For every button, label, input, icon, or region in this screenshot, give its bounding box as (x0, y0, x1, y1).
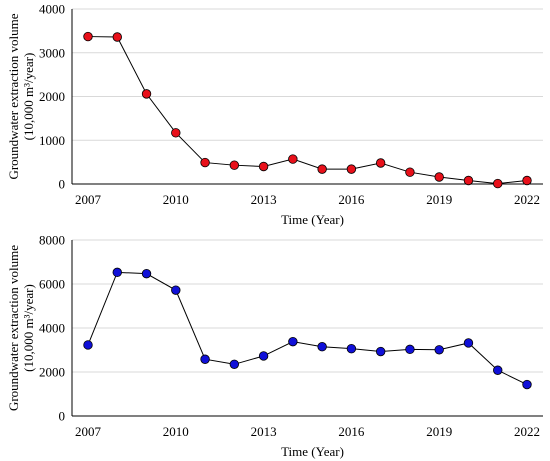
y-tick-label: 0 (59, 177, 66, 192)
y-tick-label: 3000 (39, 45, 65, 60)
x-tick-label: 2007 (75, 424, 102, 439)
series-line (87, 36, 528, 185)
x-tick-label: 2016 (338, 192, 365, 207)
data-point (346, 343, 357, 354)
y-axis-label: Groundwater extraction volume (6, 13, 21, 179)
data-point (258, 161, 269, 172)
data-point (346, 164, 357, 174)
x-tick-label: 2019 (426, 424, 452, 439)
data-point (317, 342, 327, 352)
data-point (229, 359, 240, 370)
data-point (288, 154, 298, 164)
x-tick-label: 2013 (251, 424, 277, 439)
data-point (229, 160, 240, 170)
data-point (141, 89, 152, 99)
data-point (141, 268, 152, 279)
data-point (434, 345, 444, 355)
data-point (493, 178, 503, 189)
data-point (405, 167, 415, 177)
data-point (375, 346, 386, 357)
x-tick-label: 2019 (426, 192, 452, 207)
x-tick-label: 2007 (75, 192, 102, 207)
y-tick-label: 0 (59, 409, 66, 424)
x-axis-label: Time (Year) (281, 444, 344, 459)
data-point (522, 175, 532, 186)
y-tick-label: 8000 (39, 233, 65, 248)
x-tick-label: 2010 (163, 424, 189, 439)
y-tick-label: 1000 (39, 133, 65, 148)
y-tick-label: 2000 (39, 89, 65, 104)
data-point (463, 175, 474, 186)
x-tick-label: 2010 (163, 192, 189, 207)
y-tick-label: 4000 (39, 2, 65, 17)
data-point (83, 340, 93, 350)
data-point (288, 336, 298, 347)
x-tick-label: 2022 (514, 424, 540, 439)
y-tick-label: 6000 (39, 277, 65, 292)
y-axis-label-unit: (10,000 m³/year) (21, 284, 36, 372)
data-point (171, 128, 181, 138)
data-point (434, 172, 444, 182)
data-point (112, 32, 122, 42)
x-tick-label: 2016 (338, 424, 365, 439)
data-point (493, 365, 503, 375)
x-tick-label: 2013 (251, 192, 277, 207)
data-point (317, 164, 327, 174)
series-line (87, 271, 528, 385)
bottom-chart: 0 2000 4000 6000 8000 2007 2010 2013 2016 2019 202… (6, 233, 543, 459)
y-tick-label: 2000 (39, 365, 65, 380)
x-tick-label: 2022 (514, 192, 540, 207)
data-point (83, 31, 93, 42)
data-point (405, 344, 415, 355)
data-point (112, 267, 122, 278)
data-point (258, 351, 269, 361)
data-point (463, 338, 474, 348)
y-tick-label: 4000 (39, 321, 65, 336)
y-axis-label-unit: (10,000 m³/year) (21, 53, 36, 141)
top-chart: 0 1000 2000 3000 4000 2007 2010 2013 2016 2019 202… (6, 2, 543, 227)
data-point (200, 354, 210, 364)
data-point (200, 157, 210, 168)
data-point (171, 285, 181, 295)
y-axis-label: Groundwater extraction volume (6, 245, 21, 411)
data-point (522, 379, 532, 390)
x-axis-label: Time (Year) (281, 212, 344, 227)
data-point (375, 158, 386, 168)
